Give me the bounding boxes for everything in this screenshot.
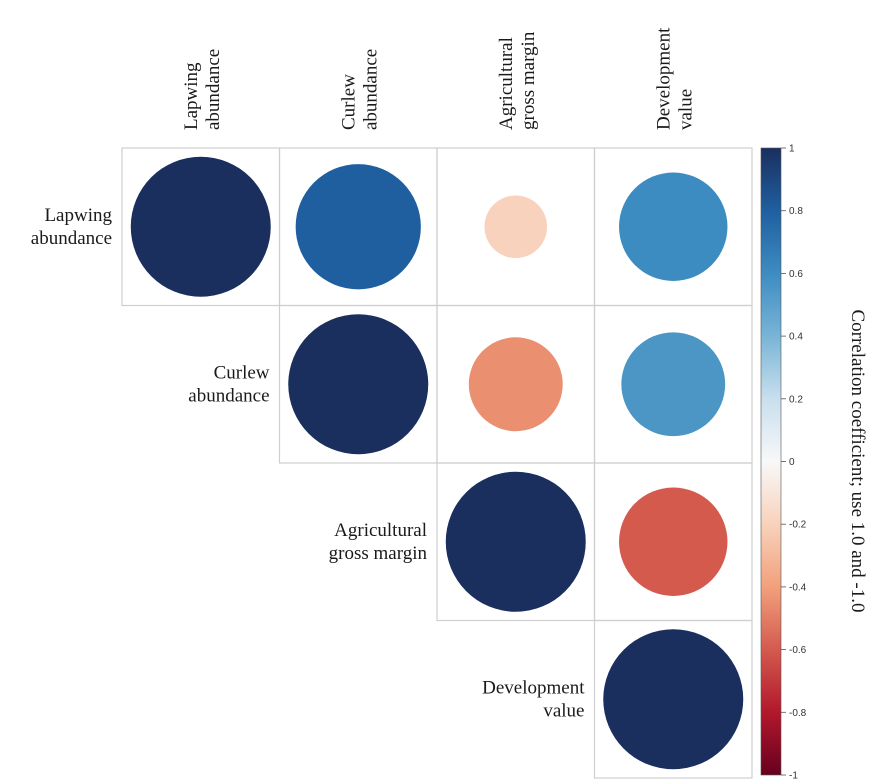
colorbar-tick-label: -0.2 [789, 520, 807, 531]
colorbar-tick-label: -0.6 [789, 645, 807, 656]
column-label-curlew-abundance: Curlew abundance [338, 49, 381, 130]
correlation-circles [130, 156, 744, 770]
row-label-agricultural-gross-margin: Agricultural [334, 520, 427, 541]
column-label-line: Curlew [338, 74, 359, 130]
column-label-line: Agricultural [496, 37, 517, 130]
column-label-development-value: Development value [653, 27, 696, 130]
correlation-circle [468, 337, 563, 432]
colorbar-tick-label: 0.6 [789, 269, 803, 280]
colorbar-title: Correlation coefficient; use 1.0 and -1.… [847, 309, 868, 612]
row-label-curlew-abundance: abundance [188, 385, 269, 406]
column-labels: Lapwing abundance Curlew abundance Agricultu… [181, 27, 697, 130]
colorbar-tick-label: -0.4 [789, 582, 807, 593]
colorbar-tick-label: 0.2 [789, 394, 803, 405]
colorbar-tick-label: -1 [789, 771, 798, 782]
correlation-circle [295, 164, 421, 290]
colorbar-tick-label: 0 [789, 457, 795, 468]
row-label-lapwing-abundance: Lapwing [44, 205, 112, 226]
column-label-line: gross margin [518, 31, 539, 130]
column-label-line: value [675, 89, 696, 130]
colorbar-tick-label: 0.4 [789, 332, 803, 343]
correlation-circle [621, 332, 726, 437]
row-label-lapwing-abundance: abundance [31, 228, 112, 249]
row-label-agricultural-gross-margin: gross margin [329, 543, 428, 564]
correlation-circle [619, 487, 728, 596]
column-label-agricultural-gross-margin: Agricultural gross margin [496, 31, 539, 130]
column-label-line: Development [653, 27, 674, 130]
correlation-circle [484, 195, 548, 259]
cell-grid [121, 147, 753, 779]
column-label-line: abundance [203, 49, 224, 130]
column-label-line: Lapwing [181, 62, 202, 130]
colorbar-tick-label: 1 [789, 144, 795, 155]
correlation-circle [130, 156, 271, 297]
colorbar-tick-label: 0.8 [789, 206, 803, 217]
colorbar: 1 0.8 0.6 0.4 0.2 0 -0.2 -0.4 -0.6 -0.8 -1 Correla… [760, 144, 868, 782]
row-label-development-value: Development [482, 677, 585, 698]
correlation-circle [603, 629, 744, 770]
colorbar-tick-label: -0.8 [789, 708, 807, 719]
column-label-line: abundance [360, 49, 381, 130]
correlation-circle [445, 471, 586, 612]
colorbar-ticks: 1 0.8 0.6 0.4 0.2 0 -0.2 -0.4 -0.6 -0.8 -1 [781, 144, 807, 782]
grid-cell [593, 619, 753, 779]
row-label-curlew-abundance: Curlew [214, 362, 270, 383]
correlation-circle [619, 172, 728, 281]
row-label-development-value: value [543, 700, 584, 721]
row-labels: LapwingabundanceCurlewabundanceAgricultu… [31, 205, 585, 722]
column-label-lapwing-abundance: Lapwing abundance [181, 49, 224, 130]
colorbar-gradient [760, 147, 782, 776]
correlation-circle [288, 314, 429, 455]
